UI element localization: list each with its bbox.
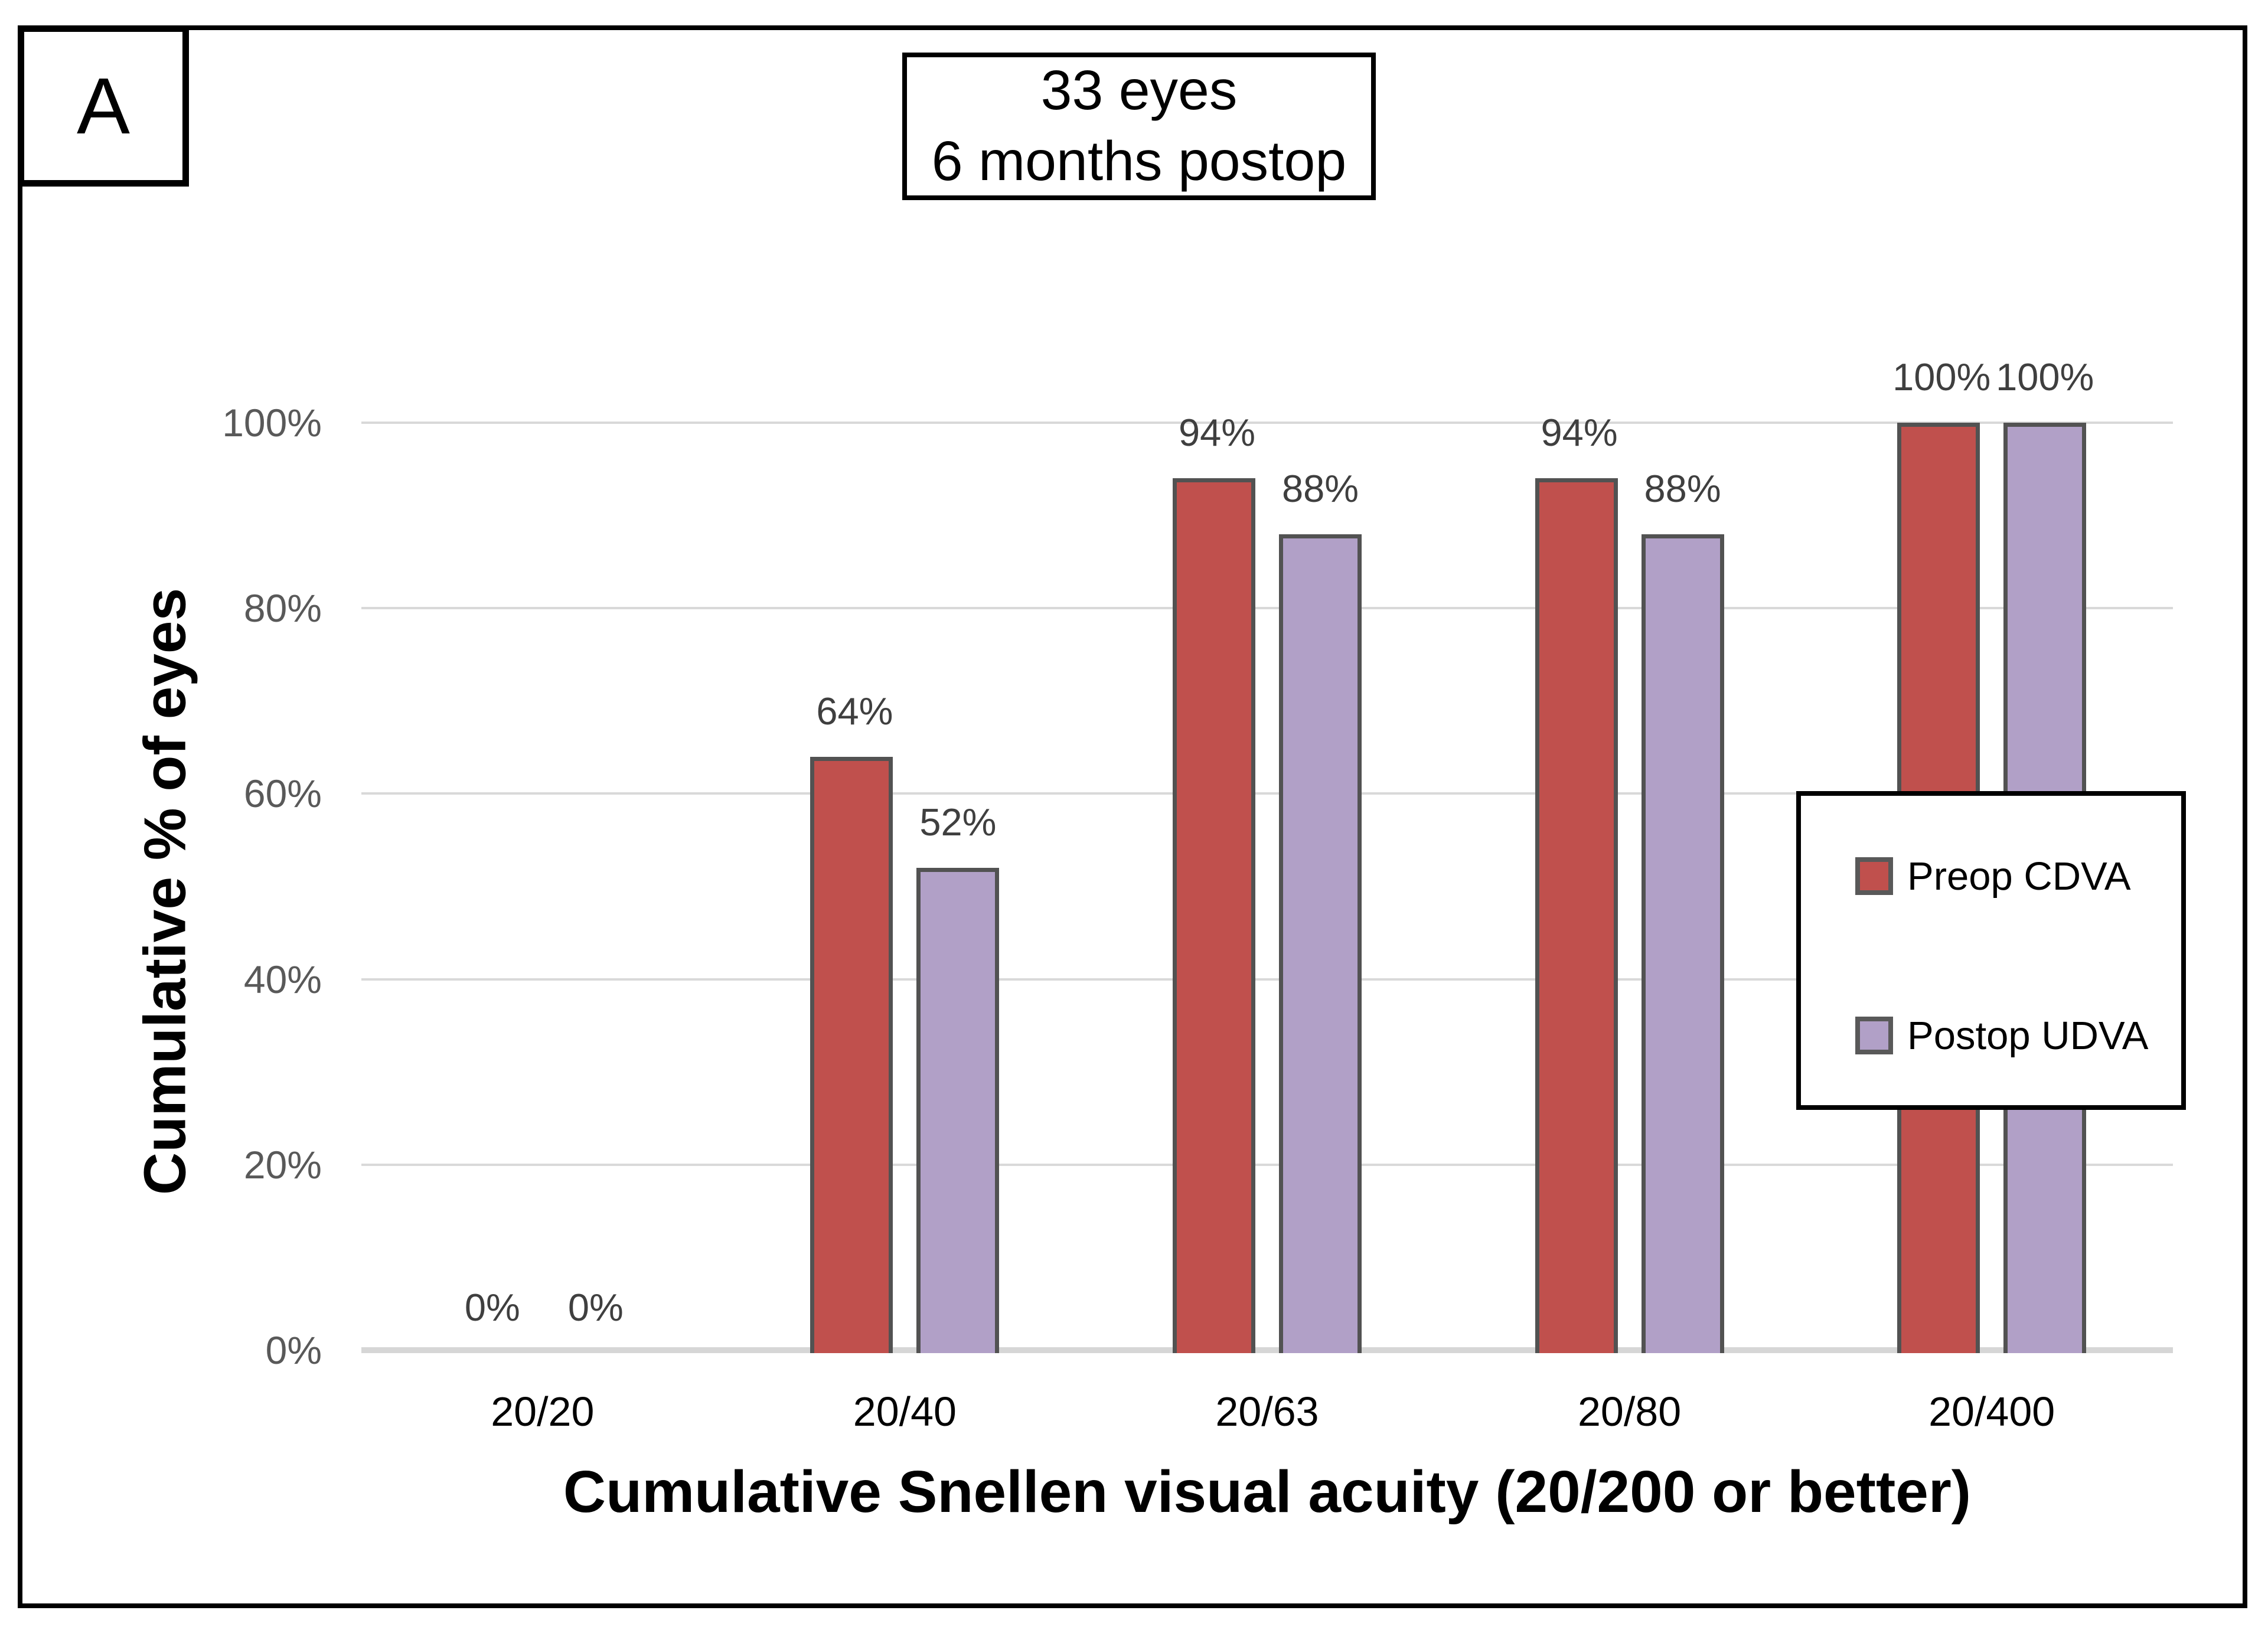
bar-value-label: 94% [1178, 411, 1256, 454]
bar-value-label: 64% [816, 690, 893, 733]
panel-label-box: A [18, 25, 189, 187]
y-tick-label: 60% [243, 772, 322, 816]
chart-title-line1: 33 eyes [1040, 59, 1238, 122]
bar-value-label: 88% [1281, 467, 1359, 510]
gridline [361, 422, 2173, 424]
y-tick-label: 40% [243, 957, 322, 1001]
y-tick-label: 80% [243, 586, 322, 631]
bar-preop-cdva [1173, 478, 1255, 1353]
bar-value-label: 100% [1892, 355, 1991, 398]
y-tick-label: 20% [243, 1142, 322, 1187]
gridline [361, 607, 2173, 610]
gridline [361, 1163, 2173, 1166]
x-tick-label: 20/80 [1578, 1389, 1682, 1435]
x-axis-title: Cumulative Snellen visual acuity (20/200… [563, 1459, 1972, 1525]
bar-preop-cdva [1535, 478, 1618, 1353]
legend-item: Preop CDVA [1855, 854, 2131, 899]
legend-label: Postop UDVA [1907, 1013, 2149, 1058]
legend-label: Preop CDVA [1907, 854, 2131, 899]
x-tick-label: 20/40 [853, 1389, 957, 1435]
bar-postop-udva [1279, 534, 1362, 1353]
gridline [361, 978, 2173, 981]
chart-title-box: 33 eyes 6 months postop [902, 53, 1376, 200]
panel-label: A [76, 61, 130, 151]
bar-value-label: 52% [919, 801, 997, 844]
bar-postop-udva [1641, 534, 1724, 1353]
bar-value-label: 88% [1644, 467, 1721, 510]
legend-swatch-postop-udva [1855, 1017, 1893, 1054]
bar-preop-cdva [810, 757, 893, 1353]
bar-value-label: 94% [1541, 411, 1618, 454]
x-tick-label: 20/400 [1928, 1389, 2055, 1435]
gridline [361, 792, 2173, 795]
legend-swatch-preop-cdva [1855, 857, 1893, 895]
bar-value-label: 0% [567, 1286, 624, 1329]
legend: Preop CDVA Postop UDVA [1796, 791, 2186, 1110]
x-tick-label: 20/63 [1215, 1389, 1319, 1435]
x-tick-label: 20/20 [491, 1389, 595, 1435]
y-tick-label: 0% [265, 1328, 322, 1372]
bar-value-label: 100% [1996, 355, 2094, 398]
chart-title-line2: 6 months postop [931, 130, 1347, 192]
x-axis-line [361, 1347, 2173, 1353]
y-tick-label: 100% [222, 401, 322, 445]
y-axis-title: Cumulative % of eyes [132, 587, 198, 1195]
bar-value-label: 0% [464, 1286, 520, 1329]
bar-postop-udva [916, 868, 1000, 1353]
legend-item: Postop UDVA [1855, 1013, 2149, 1058]
figure-border [18, 25, 2247, 1608]
